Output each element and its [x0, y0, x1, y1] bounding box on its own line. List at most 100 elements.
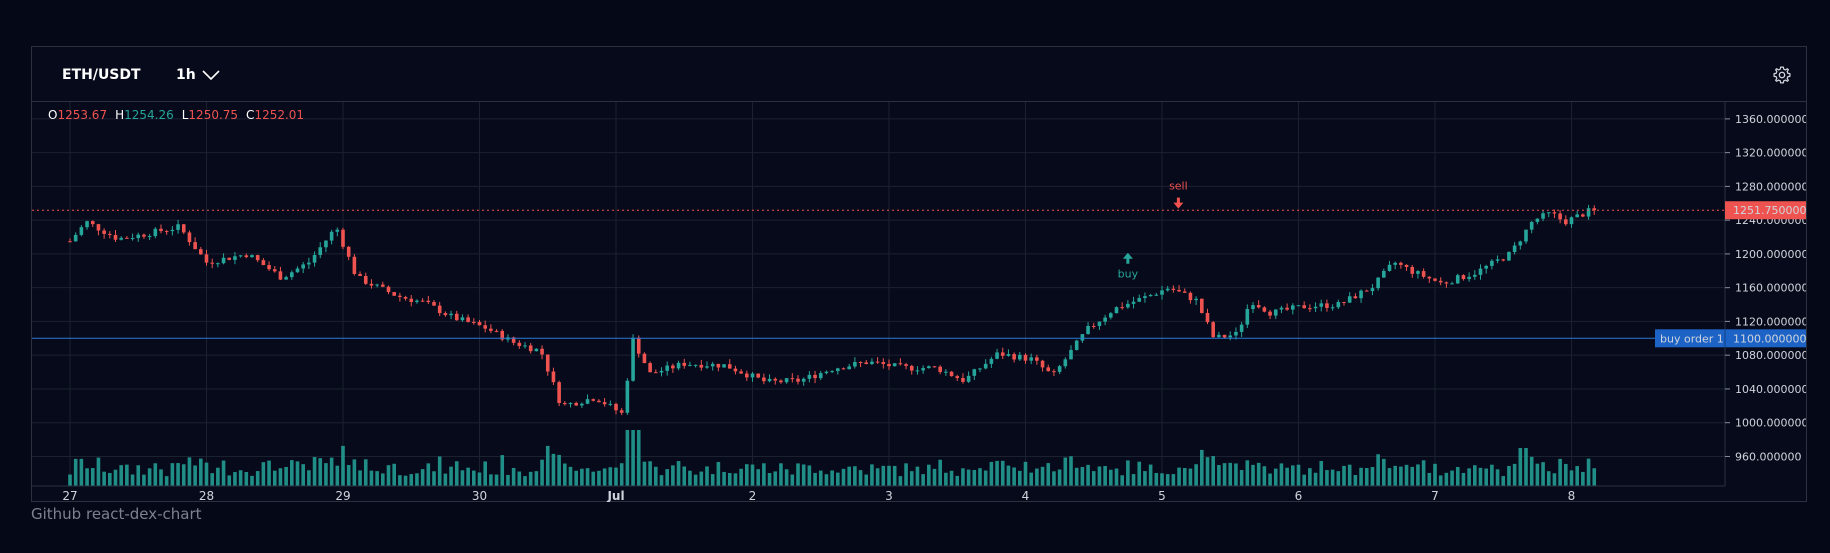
candle-body	[113, 234, 118, 240]
volume-bar	[420, 469, 425, 486]
candle-body	[551, 371, 556, 383]
candle-body	[250, 255, 254, 258]
candle-body	[727, 364, 732, 369]
volume-bar	[875, 468, 880, 486]
volume-bar	[73, 458, 78, 486]
candle-body	[1251, 305, 1255, 310]
interval-selector[interactable]: 1h	[176, 67, 220, 83]
candle-body	[1467, 276, 1471, 280]
candle-body	[1410, 266, 1415, 274]
price-chart[interactable]: buy sell 960.000000 1000.000000 1040.000000…	[32, 102, 1806, 502]
candle-body	[1495, 259, 1500, 261]
volume-bar	[665, 469, 669, 486]
candle-body	[1228, 335, 1233, 338]
candle-body	[329, 231, 334, 241]
volume-bar	[830, 470, 834, 486]
candle-body	[801, 378, 806, 382]
candle-body	[591, 399, 596, 401]
candle-body	[1080, 334, 1085, 341]
candle-body	[1461, 275, 1466, 280]
candle-body	[1438, 280, 1443, 283]
footer-credit[interactable]: Github react-dex-chart	[31, 505, 202, 523]
candle-body	[1234, 331, 1238, 336]
candle-body	[1512, 245, 1517, 252]
volume-bar	[1222, 463, 1227, 486]
candle-body	[193, 242, 197, 250]
volume-bar	[676, 461, 681, 486]
volume-bar	[983, 470, 988, 486]
candle-body	[864, 362, 869, 365]
volume-bar	[1137, 461, 1142, 486]
price-tick-label: 1280.000000	[1735, 180, 1806, 193]
candle-body	[699, 364, 704, 368]
volume-bar	[255, 471, 260, 486]
volume-bar	[426, 463, 431, 486]
candle-body	[1239, 324, 1244, 332]
volume-bar	[1018, 470, 1022, 486]
volume-bar	[574, 470, 578, 486]
candle-body	[392, 292, 396, 296]
candle-body	[176, 224, 180, 230]
time-tick-label: 4	[1022, 489, 1030, 502]
candle-body	[1484, 265, 1488, 269]
candle-body	[557, 382, 561, 403]
volume-bar	[784, 469, 789, 486]
volume-bar	[1069, 456, 1073, 486]
volume-bar	[272, 470, 277, 486]
volume-bar	[227, 475, 232, 486]
volume-bar	[181, 464, 186, 486]
candle-body	[1546, 212, 1551, 214]
candle-body	[1109, 313, 1113, 318]
gear-icon[interactable]	[1772, 65, 1792, 85]
candle-body	[1074, 340, 1079, 350]
candle-body	[1478, 268, 1483, 275]
volume-bar	[483, 461, 487, 486]
volume-bar	[318, 458, 323, 486]
volume-bar	[1501, 476, 1506, 486]
candle-body	[341, 229, 345, 247]
sell-marker-label: sell	[1169, 180, 1188, 193]
candle-body	[722, 364, 726, 368]
candle-body	[1086, 325, 1090, 335]
candle-body	[227, 257, 232, 260]
candle-body	[870, 361, 874, 365]
candle-body	[1018, 354, 1022, 360]
candle-body	[1529, 221, 1534, 230]
volume-bar	[978, 468, 982, 486]
order-price-label: 1100.000000	[1733, 332, 1806, 345]
volume-bar	[1353, 475, 1358, 486]
candle-body	[836, 368, 840, 372]
candle-body	[346, 246, 351, 257]
volume-bar	[989, 461, 994, 486]
volume-bar	[193, 465, 197, 486]
volume-bar	[369, 470, 374, 486]
volume-bar	[130, 474, 135, 486]
volume-bar	[648, 461, 652, 486]
time-tick-label: 8	[1568, 489, 1576, 502]
volume-bar	[1273, 468, 1278, 486]
time-tick-label: 2	[749, 489, 757, 502]
volume-bar	[790, 474, 795, 486]
candle-body	[96, 224, 101, 231]
volume-bar	[1308, 468, 1312, 486]
volume-bar	[85, 468, 89, 486]
volume-bar	[432, 471, 436, 486]
candle-body	[1273, 309, 1278, 316]
candle-body	[784, 378, 789, 383]
candle-body	[665, 365, 669, 371]
candle-body	[938, 366, 942, 372]
candle-body	[1063, 359, 1068, 367]
volume-bar	[1478, 467, 1483, 486]
volume-bar	[1387, 468, 1392, 486]
candle-body	[767, 378, 772, 382]
volume-bar	[727, 473, 732, 486]
volume-bar	[147, 468, 152, 486]
volume-bar	[108, 472, 112, 486]
volume-bar	[551, 453, 556, 486]
candle-body	[642, 353, 647, 364]
volume-bar	[261, 462, 266, 486]
volume-bar	[972, 469, 977, 486]
volume-bar	[472, 470, 476, 486]
candle-body	[733, 368, 738, 372]
candle-body	[204, 254, 209, 263]
